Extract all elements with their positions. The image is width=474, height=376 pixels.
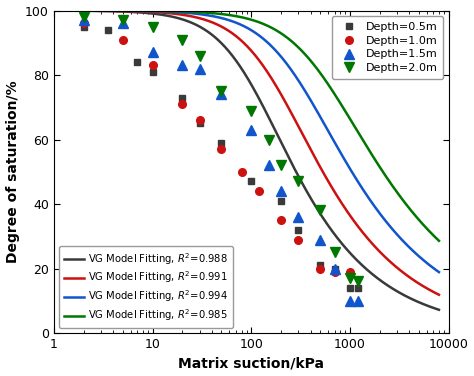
X-axis label: Matrix suction/kPa: Matrix suction/kPa bbox=[178, 356, 324, 370]
Legend: VG Model Fitting, $R^2$=0.988, VG Model Fitting, $R^2$=0.991, VG Model Fitting, : VG Model Fitting, $R^2$=0.988, VG Model … bbox=[59, 246, 233, 328]
Y-axis label: Degree of saturation/%: Degree of saturation/% bbox=[6, 80, 19, 263]
